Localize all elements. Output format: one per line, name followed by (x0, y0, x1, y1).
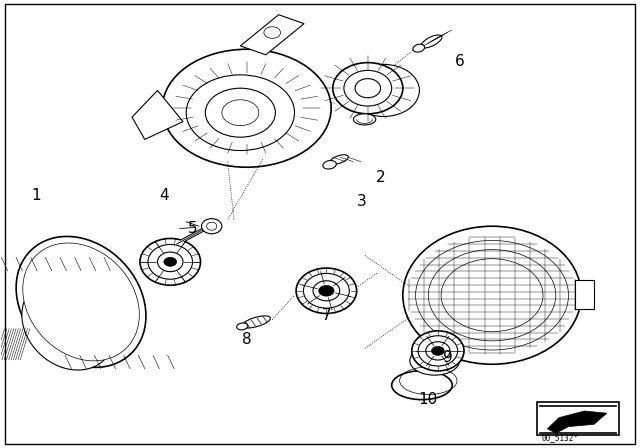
Ellipse shape (413, 44, 425, 52)
Text: 8: 8 (242, 332, 252, 347)
Ellipse shape (207, 222, 217, 230)
Text: 6: 6 (455, 54, 465, 69)
Ellipse shape (303, 273, 349, 308)
Polygon shape (241, 15, 304, 55)
Ellipse shape (353, 114, 376, 125)
Circle shape (319, 285, 334, 296)
Ellipse shape (140, 238, 200, 285)
Text: 00_5132°: 00_5132° (541, 433, 578, 442)
Polygon shape (132, 90, 183, 139)
Bar (537, 402, 620, 435)
Ellipse shape (426, 342, 450, 360)
Ellipse shape (163, 49, 331, 167)
Circle shape (264, 27, 280, 39)
Circle shape (164, 258, 177, 266)
Ellipse shape (222, 100, 259, 125)
Ellipse shape (237, 323, 248, 330)
Ellipse shape (330, 155, 348, 164)
Text: 3: 3 (356, 194, 366, 209)
Text: 1: 1 (31, 188, 41, 202)
Text: 4: 4 (159, 188, 169, 202)
Ellipse shape (205, 88, 275, 137)
Ellipse shape (323, 160, 336, 169)
Ellipse shape (186, 75, 294, 151)
Ellipse shape (148, 245, 193, 279)
Ellipse shape (202, 219, 222, 234)
Polygon shape (547, 411, 607, 433)
Ellipse shape (296, 268, 356, 314)
Ellipse shape (421, 35, 442, 48)
Ellipse shape (344, 70, 392, 106)
Bar (575, 280, 594, 309)
Text: 5: 5 (188, 221, 197, 236)
Ellipse shape (418, 336, 458, 366)
Text: 9: 9 (443, 350, 452, 365)
Text: 10: 10 (419, 392, 438, 407)
Ellipse shape (23, 243, 140, 361)
Ellipse shape (403, 226, 581, 364)
Text: 7: 7 (321, 308, 331, 323)
Circle shape (431, 346, 444, 355)
Ellipse shape (16, 237, 146, 367)
Ellipse shape (410, 346, 460, 375)
Ellipse shape (157, 252, 183, 271)
Ellipse shape (242, 316, 270, 328)
Ellipse shape (392, 370, 452, 400)
Ellipse shape (355, 79, 381, 98)
Text: 2: 2 (376, 170, 385, 185)
Ellipse shape (22, 278, 115, 370)
Ellipse shape (412, 331, 464, 371)
Ellipse shape (313, 281, 340, 301)
Ellipse shape (333, 63, 403, 114)
